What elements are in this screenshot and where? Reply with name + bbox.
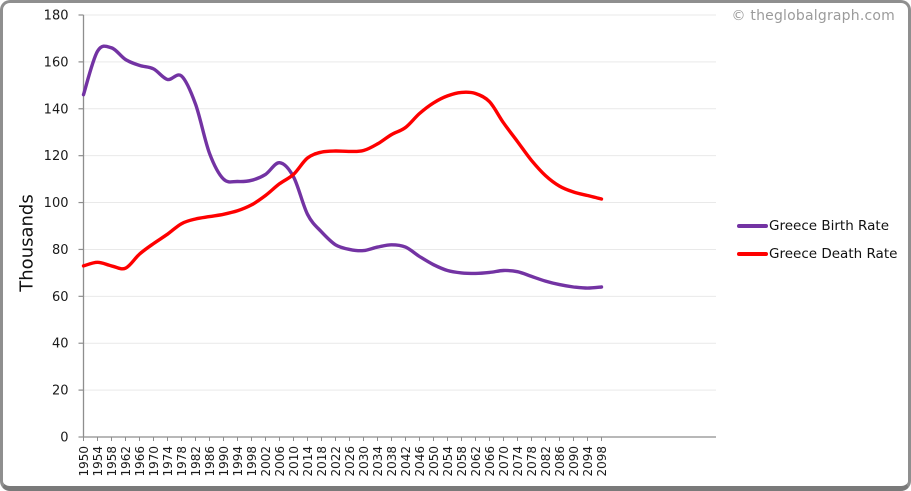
x-tick-label: 2022 [329, 446, 343, 477]
x-tick-label: 2098 [595, 446, 609, 477]
legend: Greece Birth Rate Greece Death Rate [737, 216, 897, 263]
x-tick-label: 2058 [455, 446, 469, 477]
x-tick-label: 1990 [217, 446, 231, 477]
y-tick-label: 140 [44, 102, 69, 117]
x-tick-label: 2082 [539, 446, 553, 477]
x-tick-label: 2038 [385, 446, 399, 477]
x-tick-label: 1954 [91, 446, 105, 477]
x-tick-label: 2054 [441, 446, 455, 477]
x-tick-label: 2026 [343, 446, 357, 477]
x-tick-label: 2046 [413, 446, 427, 477]
x-tick-label: 1950 [77, 446, 91, 477]
x-tick-label: 2078 [525, 446, 539, 477]
y-tick-label: 40 [52, 337, 69, 352]
legend-item-death-rate: Greece Death Rate [737, 244, 897, 263]
x-tick-label: 1994 [231, 446, 245, 477]
x-tick-label: 2034 [371, 446, 385, 477]
x-tick-label: 2042 [399, 446, 413, 477]
legend-item-birth-rate: Greece Birth Rate [737, 216, 897, 235]
x-tick-label: 2002 [259, 446, 273, 477]
y-tick-label: 100 [44, 196, 69, 211]
y-axis-title: Thousands [16, 194, 38, 292]
x-tick-label: 2018 [315, 446, 329, 477]
y-tick-label: 120 [44, 149, 69, 164]
birth-rate-line [81, 44, 604, 290]
legend-label: Greece Death Rate [769, 245, 898, 262]
x-tick-label: 2030 [357, 446, 371, 477]
x-tick-label: 1966 [133, 446, 147, 477]
x-tick-label: 1970 [147, 446, 161, 477]
x-tick-label: 2014 [301, 446, 315, 477]
x-tick-label: 2050 [427, 446, 441, 477]
y-tick-label: 0 [60, 431, 68, 446]
x-tick-label: 1978 [175, 446, 189, 477]
x-tick-label: 2010 [287, 446, 301, 477]
x-tick-label: 2090 [567, 446, 581, 477]
x-tick-label: 1998 [245, 446, 259, 477]
x-tick-label: 1982 [189, 446, 203, 477]
death-rate-swatch [737, 251, 768, 256]
y-tick-label: 180 [44, 9, 69, 24]
x-tick-label: 1974 [161, 446, 175, 477]
y-tick-label: 80 [52, 243, 69, 258]
watermark: © theglobalgraph.com [731, 8, 895, 24]
x-tick-label: 2094 [581, 446, 595, 477]
x-tick-label: 1986 [203, 446, 217, 477]
y-tick-label: 20 [52, 384, 69, 399]
y-tick-label: 60 [52, 290, 69, 305]
x-tick-label: 1962 [119, 446, 133, 477]
x-tick-label: 2066 [483, 446, 497, 477]
x-tick-label: 2006 [273, 446, 287, 477]
death-rate-line [81, 90, 604, 271]
x-tick-label: 1958 [105, 446, 119, 477]
x-tick-label: 2086 [553, 446, 567, 477]
legend-label: Greece Birth Rate [769, 217, 890, 234]
x-tick-label: 2062 [469, 446, 483, 477]
x-tick-label: 2074 [511, 446, 525, 477]
x-tick-label: 2070 [497, 446, 511, 477]
birth-rate-swatch [737, 223, 768, 228]
y-tick-label: 160 [44, 55, 69, 70]
